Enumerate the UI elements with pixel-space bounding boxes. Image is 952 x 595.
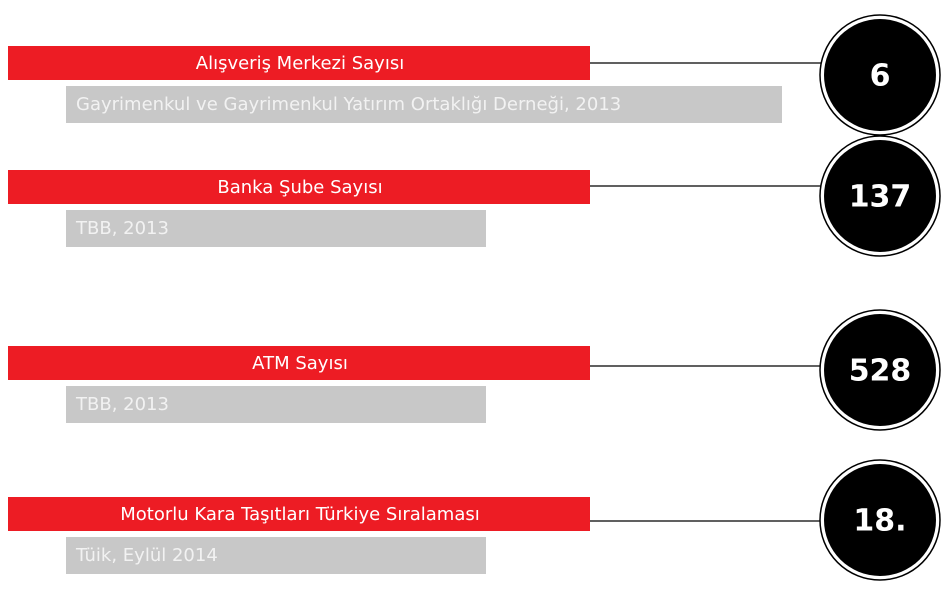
item-source: Tüik, Eylül 2014	[75, 545, 218, 566]
red-bar	[8, 497, 590, 531]
gray-bar	[66, 210, 486, 247]
item-value: 528	[849, 354, 912, 389]
item-source: TBB, 2013	[75, 394, 169, 415]
circle	[824, 140, 936, 252]
item-value: 6	[870, 59, 891, 94]
gray-bar	[66, 537, 486, 574]
circle	[824, 464, 936, 576]
item-source: Gayrimenkul ve Gayrimenkul Yatırım Ortak…	[76, 94, 621, 115]
item-value: 137	[849, 180, 912, 215]
red-bar	[8, 46, 590, 80]
circle	[824, 314, 936, 426]
item-label: Alışveriş Merkezi Sayısı	[196, 53, 404, 74]
circle	[824, 19, 936, 131]
item-source: TBB, 2013	[75, 218, 169, 239]
gray-bar	[66, 86, 782, 123]
gray-bar	[66, 386, 486, 423]
red-bar	[8, 170, 590, 204]
red-bar	[8, 346, 590, 380]
item-label: ATM Sayısı	[252, 353, 348, 374]
item-value: 18.	[853, 504, 906, 539]
item-label: Banka Şube Sayısı	[217, 177, 382, 198]
item-label: Motorlu Kara Taşıtları Türkiye Sıralamas…	[120, 504, 480, 525]
